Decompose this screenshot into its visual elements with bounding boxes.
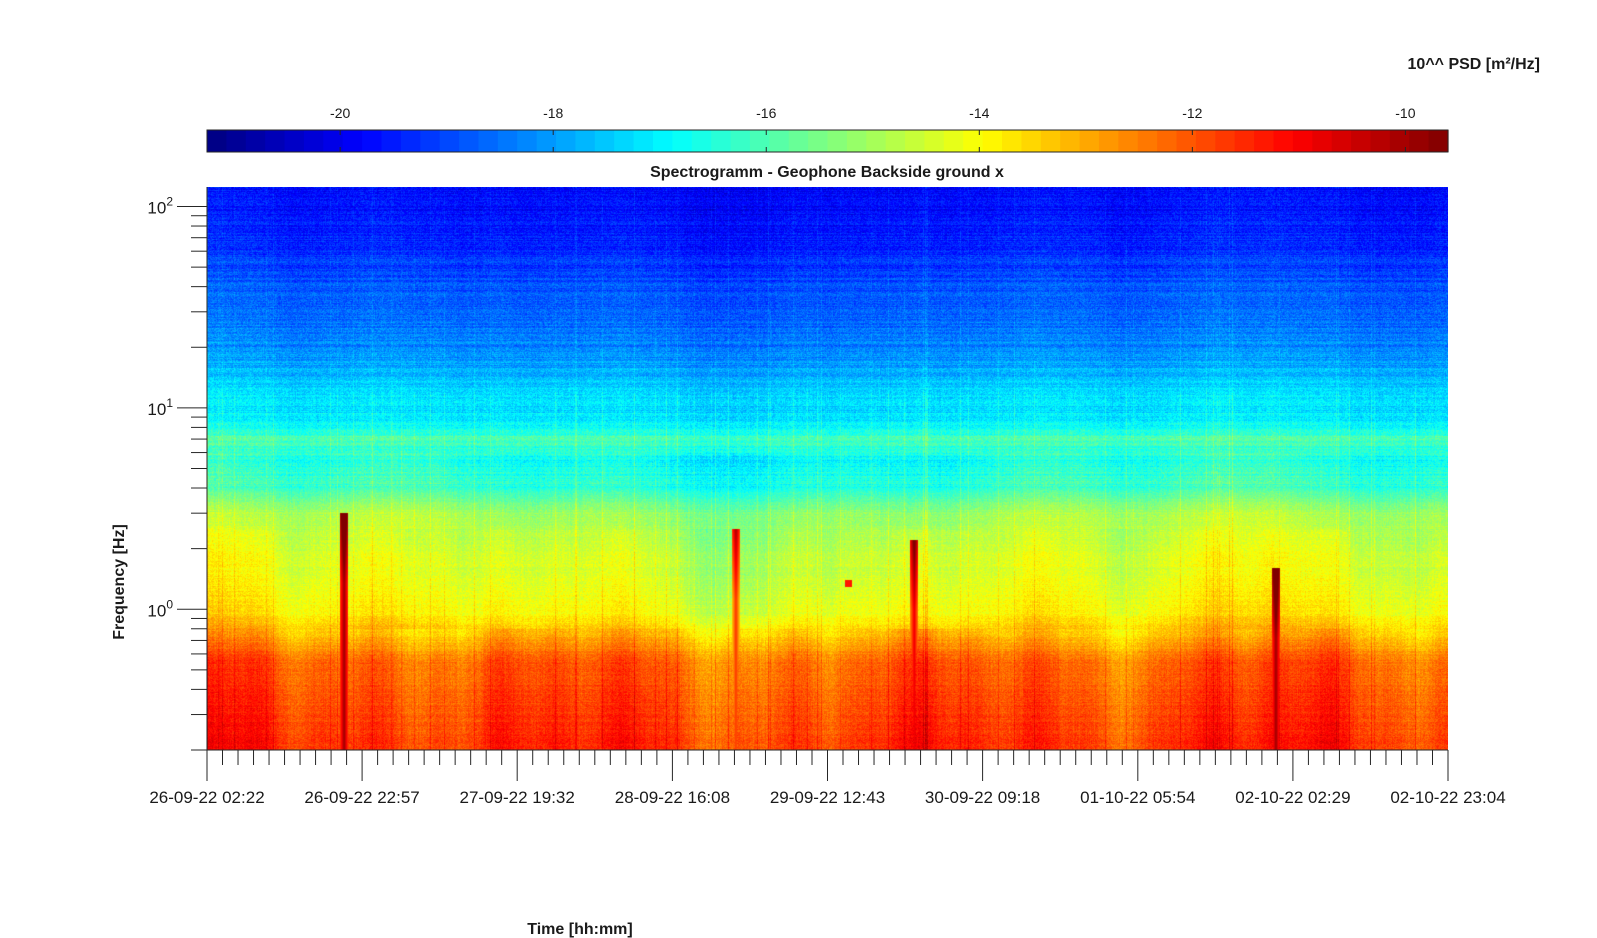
colorbar-step <box>633 130 654 152</box>
colorbar-step <box>265 130 286 152</box>
colorbar-step <box>381 130 402 152</box>
colorbar-step <box>1098 130 1119 152</box>
colorbar-step <box>905 130 926 152</box>
chart-title: Spectrogramm - Geophone Backside ground … <box>650 164 1004 181</box>
colorbar-step <box>459 130 480 152</box>
plot-area <box>207 187 1448 750</box>
colorbar-step <box>1118 130 1139 152</box>
colorbar-step <box>1331 130 1352 152</box>
colorbar-step <box>769 130 790 152</box>
heatmap-container <box>207 187 1448 750</box>
x-tick-label: 02-10-22 23:04 <box>1390 788 1505 807</box>
x-tick-label: 01-10-22 05:54 <box>1080 788 1195 807</box>
colorbar-step <box>400 130 421 152</box>
colorbar-step <box>1079 130 1100 152</box>
colorbar-step <box>1002 130 1023 152</box>
colorbar-step <box>245 130 266 152</box>
colorbar-step <box>1312 130 1333 152</box>
colorbar-tick-label: -16 <box>756 105 776 121</box>
x-tick-label: 27-09-22 19:32 <box>460 788 575 807</box>
x-tick-label: 26-09-22 22:57 <box>304 788 419 807</box>
colorbar-step <box>1060 130 1081 152</box>
colorbar-step <box>303 130 324 152</box>
colorbar-step <box>711 130 732 152</box>
colorbar-step <box>691 130 712 152</box>
colorbar-step <box>885 130 906 152</box>
colorbar-step <box>575 130 596 152</box>
colorbar-tick-label: -12 <box>1182 105 1202 121</box>
colorbar-step <box>517 130 538 152</box>
colorbar-step <box>420 130 441 152</box>
colorbar-step <box>1389 130 1410 152</box>
x-tick-label: 30-09-22 09:18 <box>925 788 1040 807</box>
colorbar-step <box>284 130 305 152</box>
colorbar-step <box>1351 130 1372 152</box>
colorbar-step <box>788 130 809 152</box>
x-axis-label: Time [hh:mm] <box>527 921 632 938</box>
colorbar-step <box>342 130 363 152</box>
y-axis: 100 101 102 <box>147 187 208 751</box>
colorbar-step <box>672 130 693 152</box>
colorbar-step <box>982 130 1003 152</box>
x-axis: 26-09-22 02:22 26-09-22 22:57 27-09-22 19:… <box>149 749 1506 807</box>
colorbar-step <box>362 130 383 152</box>
colorbar-step <box>1234 130 1255 152</box>
y-tick-label: 100 <box>147 597 173 620</box>
x-tick-label: 29-09-22 12:43 <box>770 788 885 807</box>
colorbar-step <box>1137 130 1158 152</box>
colorbar-ticks: -20 -18 -16 -14 -12 -10 <box>330 105 1416 152</box>
colorbar-step <box>943 130 964 152</box>
x-tick-label: 28-09-22 16:08 <box>615 788 730 807</box>
colorbar-step <box>594 130 615 152</box>
colorbar-step <box>556 130 577 152</box>
colorbar-step <box>866 130 887 152</box>
colorbar-step <box>1040 130 1061 152</box>
colorbar-step <box>808 130 829 152</box>
colorbar-step <box>963 130 984 152</box>
colorbar-step <box>1176 130 1197 152</box>
colorbar-label: 10^^ PSD [m²/Hz] <box>1408 56 1540 73</box>
colorbar-step <box>536 130 557 152</box>
colorbar-step <box>1409 130 1430 152</box>
colorbar-step <box>497 130 518 152</box>
y-tick-label: 101 <box>147 396 173 419</box>
y-axis-label: Frequency [Hz] <box>111 524 128 640</box>
colorbar-step <box>846 130 867 152</box>
colorbar-step <box>1157 130 1178 152</box>
colorbar-step <box>1370 130 1391 152</box>
colorbar-step <box>323 130 344 152</box>
colorbar-step <box>1428 130 1449 152</box>
colorbar-step <box>614 130 635 152</box>
colorbar-step <box>478 130 499 152</box>
colorbar-step <box>1292 130 1313 152</box>
colorbar-tick-label: -20 <box>330 105 350 121</box>
colorbar-tick-label: -10 <box>1395 105 1415 121</box>
y-tick-label: 102 <box>147 195 173 218</box>
colorbar-step <box>1195 130 1216 152</box>
colorbar-step <box>1254 130 1275 152</box>
colorbar-step <box>207 130 227 152</box>
colorbar-step <box>749 130 770 152</box>
colorbar-step <box>1021 130 1042 152</box>
colorbar-tick-label: -14 <box>969 105 989 121</box>
x-tick-label: 26-09-22 02:22 <box>149 788 264 807</box>
colorbar-frame <box>206 129 1449 153</box>
colorbar-step <box>226 130 247 152</box>
colorbar-tick-label: -18 <box>543 105 563 121</box>
colorbar-step <box>1273 130 1294 152</box>
colorbar-step <box>730 130 751 152</box>
spectrogram-heatmap <box>207 187 1448 750</box>
colorbar-step <box>827 130 848 152</box>
colorbar-step <box>439 130 460 152</box>
colorbar-step <box>652 130 673 152</box>
colorbar-step <box>1215 130 1236 152</box>
x-tick-label: 02-10-22 02:29 <box>1235 788 1350 807</box>
colorbar-steps <box>207 130 1449 152</box>
colorbar-step <box>924 130 945 152</box>
